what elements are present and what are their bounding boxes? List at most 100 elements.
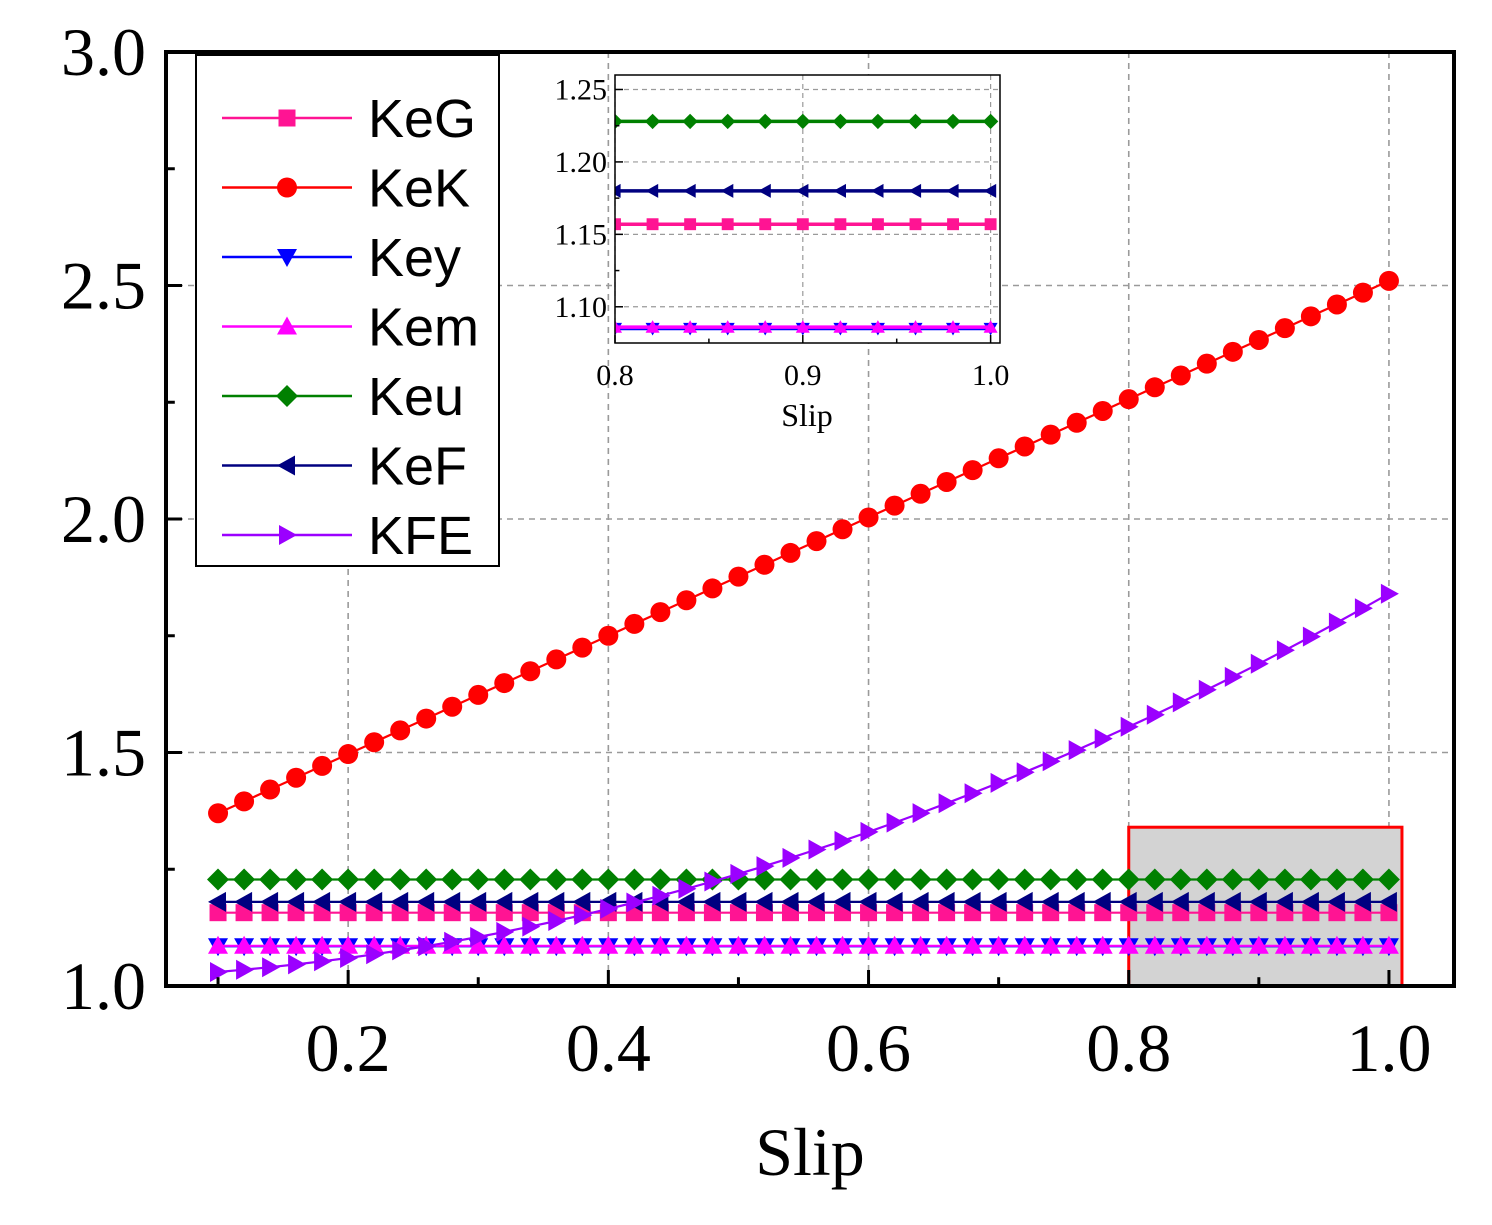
data-point-keu — [1299, 868, 1322, 891]
data-point-keu — [545, 868, 568, 891]
data-point-kem — [936, 935, 957, 954]
data-point-kek — [1352, 282, 1373, 303]
data-point-kem — [598, 935, 619, 954]
inset-data-point-keg — [684, 218, 697, 231]
data-point-kek — [676, 590, 697, 611]
data-point-kek — [806, 531, 827, 552]
data-point-keu — [857, 868, 880, 891]
inset-chart: 0.8 0.9 1.0 1.10 1.15 1.20 1.25 Slip — [555, 74, 1010, 433]
y-tick-label: 1.5 — [61, 715, 146, 791]
data-point-kek — [1326, 294, 1347, 315]
data-point-keu — [1039, 868, 1062, 891]
data-point-kek — [312, 755, 333, 776]
data-point-kek — [338, 744, 359, 765]
data-point-kef — [520, 891, 539, 912]
legend-marker-kfe — [279, 525, 297, 545]
data-point-kfe — [782, 847, 801, 868]
data-point-kef — [754, 891, 773, 912]
series-line-kfe — [217, 592, 1390, 974]
series-line-kek — [217, 279, 1390, 815]
data-point-kek — [624, 613, 645, 634]
legend-label: KFE — [368, 506, 473, 566]
inset-axes — [614, 74, 1001, 344]
data-point-kef — [1326, 891, 1345, 912]
data-point-kfe — [730, 863, 749, 884]
data-point-kef — [1170, 891, 1189, 912]
data-point-kem — [546, 935, 567, 954]
data-point-kek — [520, 661, 541, 682]
data-point-kem — [1014, 935, 1035, 954]
data-point-kem — [494, 935, 515, 954]
data-point-kef — [988, 891, 1007, 912]
data-point-keu — [233, 868, 256, 891]
data-point-kef — [832, 891, 851, 912]
inset-data-point-kem — [983, 320, 998, 333]
legend-label: Kem — [368, 298, 479, 358]
data-point-kfe — [808, 839, 827, 860]
data-point-kek — [1040, 424, 1061, 445]
x-axis-ticks: 0.2 0.4 0.6 0.8 1.0 — [216, 970, 1431, 1086]
inset-data-point-keu — [982, 113, 999, 130]
data-point-keu — [935, 868, 958, 891]
data-point-kek — [988, 448, 1009, 469]
inset-data-point-kem — [758, 320, 773, 333]
data-point-kek — [1092, 400, 1113, 421]
data-point-kef — [728, 891, 747, 912]
inset-y-tick-label: 1.20 — [555, 146, 608, 179]
data-point-kef — [572, 891, 591, 912]
data-point-kfe — [886, 812, 905, 833]
data-point-keu — [467, 868, 490, 891]
data-point-kfe — [1068, 740, 1087, 761]
legend-item-kek: KeK — [222, 159, 470, 219]
data-point-kem — [520, 935, 541, 954]
data-point-kek — [1144, 377, 1165, 398]
inset-y-axis-ticks: 1.10 1.15 1.20 1.25 — [555, 74, 623, 324]
inset-data-point-keg — [909, 218, 922, 231]
inset-data-point-keu — [644, 113, 661, 130]
legend-box — [195, 54, 500, 567]
data-point-keu — [831, 868, 854, 891]
data-point-kef — [1274, 891, 1293, 912]
inset-data-point-keu — [720, 113, 736, 130]
data-point-kfe — [1042, 751, 1061, 772]
data-point-kfe — [522, 916, 541, 937]
data-point-kek — [884, 495, 905, 516]
inset-data-point-keg — [759, 218, 772, 231]
data-point-kek — [754, 554, 775, 575]
data-point-kek — [650, 602, 671, 623]
data-point-keu — [1325, 868, 1348, 891]
data-point-kef — [702, 891, 721, 912]
inset-y-tick-label: 1.25 — [555, 74, 608, 107]
data-point-kek — [442, 696, 463, 717]
data-point-kef — [806, 891, 825, 912]
inset-data-point-kef — [758, 183, 771, 198]
data-point-keu — [779, 868, 802, 891]
inset-data-point-keu — [832, 113, 849, 130]
legend-marker-kek — [277, 177, 297, 198]
data-point-kef — [1248, 891, 1267, 912]
data-point-kek — [1222, 341, 1243, 362]
data-point-keu — [1247, 868, 1270, 891]
data-point-kek — [468, 684, 489, 705]
data-point-kef — [962, 891, 981, 912]
data-point-keu — [519, 868, 542, 891]
data-point-kef — [546, 891, 565, 912]
data-point-kem — [1222, 935, 1243, 954]
data-point-kem — [1066, 935, 1087, 954]
data-point-kfe — [444, 931, 463, 952]
data-point-kfe — [1328, 612, 1347, 633]
inset-x-tick-label: 0.9 — [784, 359, 822, 392]
data-point-kfe — [756, 856, 775, 877]
inset-data-point-keu — [870, 113, 886, 130]
data-point-keu — [1065, 868, 1088, 891]
data-point-kef — [416, 891, 435, 912]
inset-data-point-kef — [615, 183, 621, 198]
data-point-kem — [624, 935, 645, 954]
data-point-kek — [858, 507, 879, 528]
data-point-kfe — [1302, 626, 1321, 647]
data-point-kfe — [1224, 666, 1243, 687]
inset-data-point-kem — [615, 320, 622, 333]
inset-data-point-kef — [720, 183, 734, 198]
